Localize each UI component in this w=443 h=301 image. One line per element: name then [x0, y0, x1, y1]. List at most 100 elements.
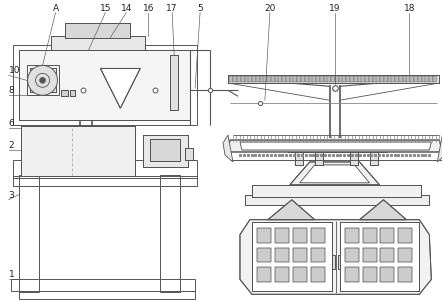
Bar [61, 90, 69, 96]
Text: 17: 17 [167, 4, 178, 13]
Bar [233, 76, 237, 82]
Bar [267, 76, 271, 82]
Bar [257, 268, 271, 282]
Bar [398, 247, 412, 262]
Bar [361, 76, 365, 82]
Bar [388, 76, 392, 82]
Bar [369, 150, 377, 165]
Bar [257, 247, 271, 262]
Bar [324, 76, 328, 82]
Bar [288, 142, 388, 152]
Bar [403, 76, 407, 82]
Bar [315, 150, 323, 165]
Bar [345, 228, 358, 243]
Bar [293, 268, 307, 282]
Bar [311, 228, 325, 243]
Bar [305, 76, 309, 82]
Bar [51, 36, 145, 51]
Bar [345, 247, 358, 262]
Bar [358, 76, 361, 82]
Bar [245, 76, 249, 82]
Bar [228, 75, 439, 83]
Bar [66, 23, 130, 38]
Bar [369, 150, 377, 165]
Bar [275, 247, 289, 262]
Text: 20: 20 [264, 4, 276, 13]
Bar [185, 148, 193, 160]
Bar [381, 247, 394, 262]
Text: 19: 19 [329, 4, 340, 13]
Bar [264, 76, 268, 82]
Bar [350, 150, 358, 165]
Bar [346, 76, 350, 82]
Bar [362, 228, 377, 243]
Bar [260, 76, 264, 82]
Text: 10: 10 [9, 66, 20, 75]
Bar [271, 76, 275, 82]
Bar [293, 228, 307, 243]
Bar [377, 76, 381, 82]
Bar [331, 76, 335, 82]
Bar [30, 68, 55, 92]
Bar [143, 135, 188, 167]
Bar [150, 139, 180, 161]
Bar [381, 268, 394, 282]
Bar [365, 76, 369, 82]
Polygon shape [240, 142, 431, 150]
Bar [286, 76, 290, 82]
Polygon shape [228, 140, 442, 152]
Text: 8: 8 [9, 86, 15, 95]
Bar [275, 268, 289, 282]
Bar [311, 228, 325, 243]
Bar [185, 148, 193, 160]
Bar [381, 247, 394, 262]
Bar [384, 76, 388, 82]
Bar [293, 247, 307, 262]
Bar [70, 90, 75, 96]
Bar [245, 195, 429, 205]
Bar [27, 65, 58, 95]
Polygon shape [300, 165, 369, 183]
Bar [160, 175, 180, 292]
Bar [295, 150, 303, 165]
Bar [19, 51, 190, 120]
Bar [345, 228, 358, 243]
Bar [256, 76, 260, 82]
Circle shape [39, 77, 46, 83]
Bar [398, 228, 412, 243]
Bar [395, 76, 399, 82]
Bar [301, 76, 305, 82]
Bar [275, 228, 289, 243]
Bar [150, 139, 180, 161]
Bar [414, 76, 418, 82]
Polygon shape [240, 220, 431, 294]
Bar [252, 222, 332, 291]
Bar [275, 247, 289, 262]
Bar [350, 150, 358, 165]
Polygon shape [360, 200, 406, 220]
Bar [338, 255, 342, 269]
Bar [362, 247, 377, 262]
Bar [294, 76, 298, 82]
Text: 6: 6 [9, 119, 15, 128]
Bar [275, 268, 289, 282]
Text: 14: 14 [120, 4, 132, 13]
Bar [282, 76, 286, 82]
Bar [143, 135, 188, 167]
Bar [342, 76, 346, 82]
Bar [362, 247, 377, 262]
Text: 18: 18 [404, 4, 415, 13]
Bar [252, 185, 421, 197]
Bar [257, 247, 271, 262]
Bar [311, 247, 325, 262]
Bar [11, 279, 195, 291]
Bar [70, 90, 75, 96]
Bar [311, 247, 325, 262]
Bar [309, 76, 313, 82]
Bar [51, 36, 145, 51]
Bar [237, 76, 241, 82]
Bar [345, 268, 358, 282]
Bar [252, 185, 421, 197]
Bar [335, 76, 339, 82]
Bar [418, 76, 422, 82]
